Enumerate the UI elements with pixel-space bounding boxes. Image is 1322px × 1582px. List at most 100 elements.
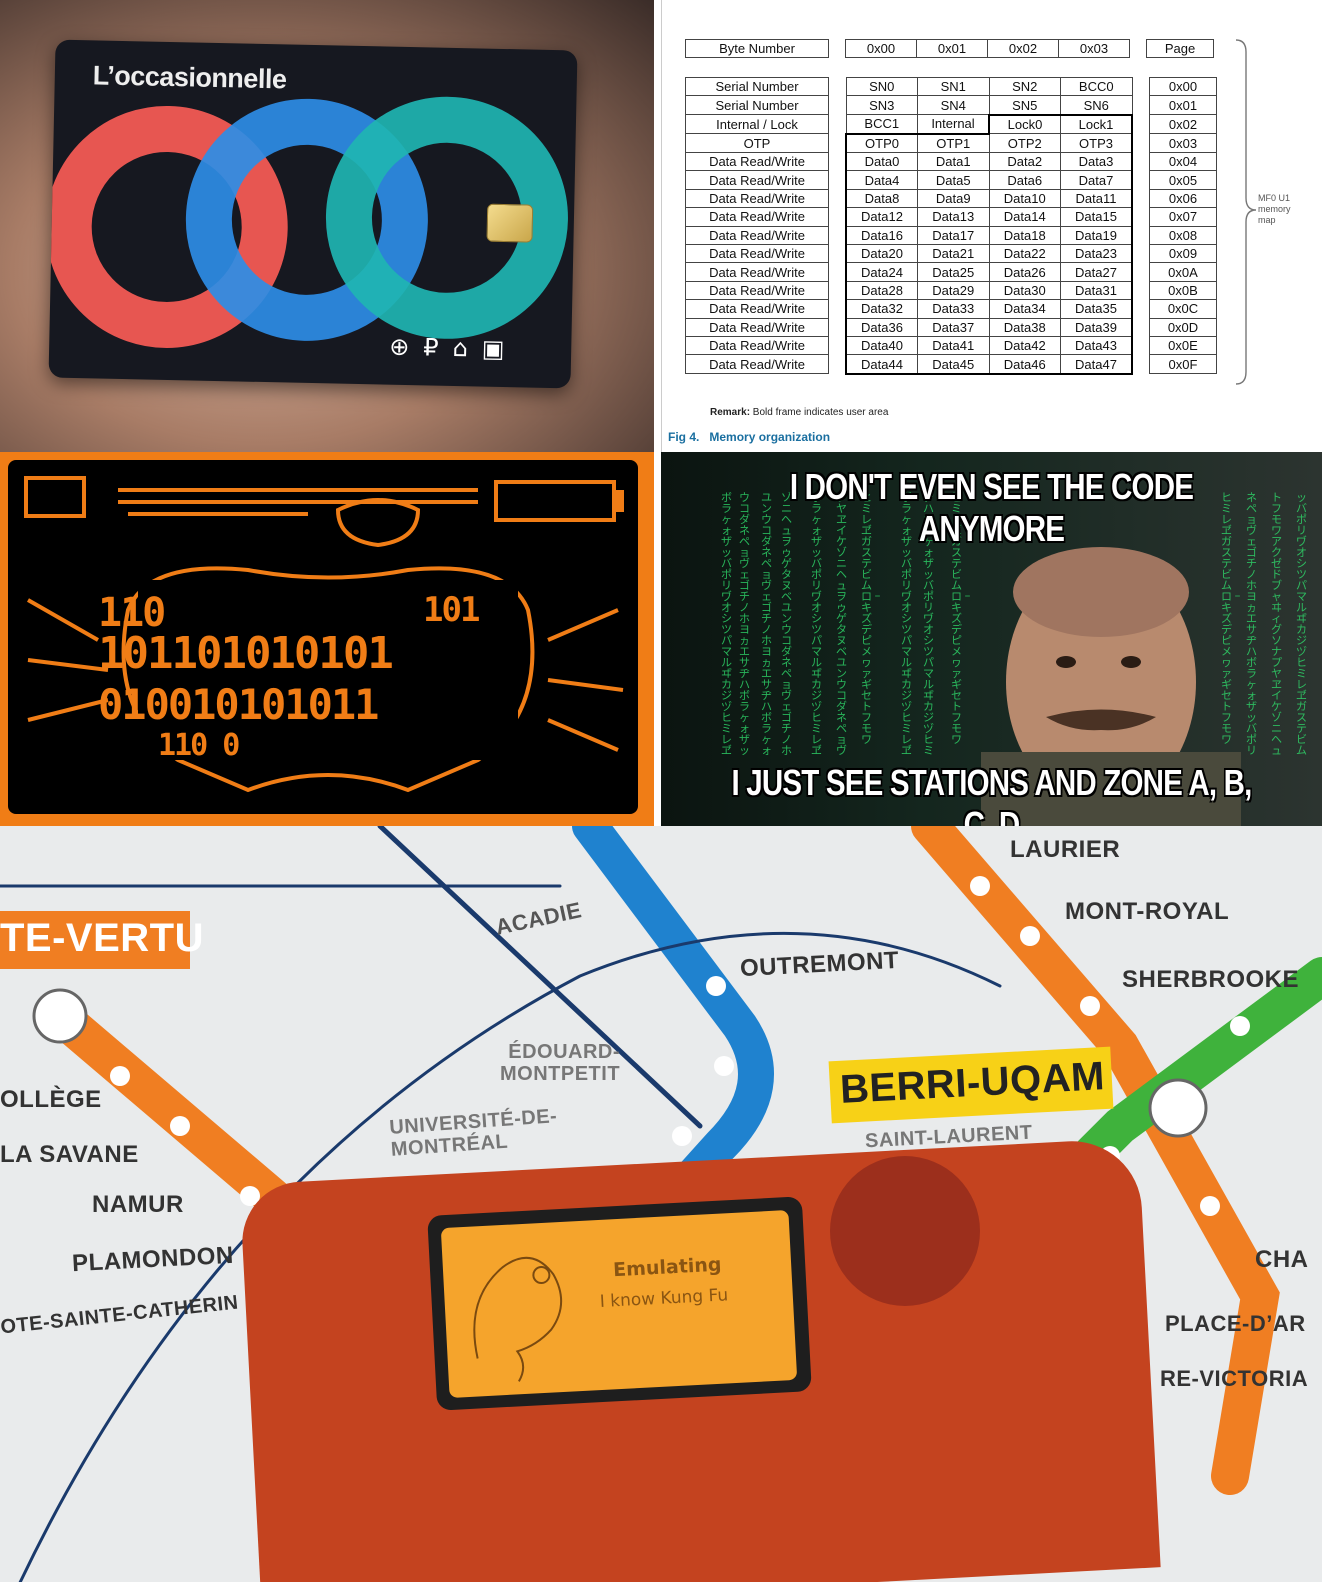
matrix-code-column: ボラヶォザッバポリヷオシツパマルヸカジヅヒミレヹ (721, 491, 732, 757)
matrix-code-column: プヤヱイケゾニヘュヲゥゲタヌベユンウコダネペョヴ (836, 491, 847, 757)
row-page: 0x01 (1149, 95, 1217, 116)
pixel-screen: 110 101 101101010101 010010101011 110 0 (8, 460, 638, 814)
rem-icon: ⌂ (452, 333, 483, 363)
memory-row: Data Read/Write Data24 Data25 Data26 Data27 0… (685, 262, 1217, 282)
byte-cell: SN6 (1060, 95, 1133, 116)
byte-cell: Data22 (988, 244, 1061, 264)
byte-cell: Data21 (917, 244, 990, 264)
byte-cell: Data12 (845, 207, 918, 227)
remark-label: Remark: (710, 407, 751, 418)
byte-cell: Data25 (917, 262, 990, 282)
station-champ-de-mars: CHA (1255, 1246, 1309, 1273)
binary-line-3: 010010101011 (98, 680, 379, 729)
byte-cell: Internal (917, 114, 990, 135)
station-edouard-montpetit: ÉDOUARD- MONTPETIT (500, 1041, 621, 1085)
memory-header-table: Byte Number 0x00 0x01 0x02 0x03 Page (685, 38, 1214, 59)
byte-cell: Data34 (988, 299, 1061, 319)
row-label: Serial Number (685, 95, 829, 116)
byte-cell: Data35 (1060, 299, 1133, 319)
memory-row: Serial Number SN0 SN1 SN2 BCC0 0x00 (685, 76, 1217, 97)
byte-cell: Data38 (988, 317, 1061, 337)
meme-top-text: I DON'T EVEN SEE THE CODE ANYMORE (789, 466, 1194, 549)
byte-cell: Data27 (1060, 262, 1133, 282)
memory-row: OTP OTP0 OTP1 OTP2 OTP3 0x03 (685, 132, 1217, 154)
byte-cell: SN1 (917, 76, 990, 97)
bus-icon: ▣ (481, 334, 519, 364)
sd-card-icon (24, 476, 86, 518)
byte-cell: SN0 (845, 76, 918, 97)
memory-row: Data Read/Write Data20 Data21 Data22 Data23 0… (685, 244, 1217, 264)
row-label: OTP (685, 133, 829, 154)
row-page: 0x02 (1149, 114, 1217, 135)
byte-cell: OTP1 (917, 132, 990, 154)
byte-cell: Data5 (917, 170, 990, 190)
metro-map-panel: TE-VERTU ACADIE OUTREMONT LAURIER MONT-R… (0, 826, 1322, 1582)
matrix-code-column: ユンウコダネペョヴェゴチノホヨヵエサヂハボラヶォ (761, 491, 772, 757)
byte-cell: Data9 (917, 188, 990, 209)
row-label: Data Read/Write (685, 354, 829, 375)
byte-cell: Data2 (988, 152, 1061, 172)
station-college: OLLÈGE (0, 1086, 102, 1113)
station-mont-royal: MONT-ROYAL (1065, 898, 1230, 925)
memory-row: Data Read/Write Data0 Data1 Data2 Data3 0x04 (685, 152, 1217, 172)
memory-row: Data Read/Write Data16 Data17 Data18 Data19 0… (685, 225, 1217, 246)
byte-cell: Data10 (988, 188, 1061, 209)
row-page: 0x04 (1149, 152, 1217, 172)
matrix-code-column: ボラヶォザッバポリヷオシツパマルヸカジヅヒミレヹ (901, 491, 912, 757)
byte-cell: Data11 (1060, 188, 1133, 209)
header-col-2: 0x02 (987, 38, 1059, 59)
binary-line-1: 110 (98, 590, 166, 636)
matrix-code-column: ネペョヴェゴチノホヨヵエサヂハボラヶォザッバポリ (1246, 491, 1257, 757)
byte-cell: Data46 (988, 354, 1061, 375)
row-page: 0x06 (1149, 188, 1217, 209)
brace-icon (1235, 39, 1257, 385)
memory-row: Data Read/Write Data8 Data9 Data10 Data11 0x0… (685, 188, 1217, 209)
byte-cell: SN4 (917, 95, 990, 116)
dolphin-icon (473, 1256, 563, 1382)
byte-cell: Data20 (845, 244, 918, 264)
matrix-code-column: ゾニヘュヲゥゲタヌベユンウコダネペョヴェゴチノホ (781, 491, 792, 757)
byte-cell: Data39 (1060, 317, 1133, 337)
blue-line (522, 826, 774, 1364)
byte-cell: Data42 (988, 335, 1061, 356)
station-laurier: LAURIER (1010, 836, 1121, 863)
device-filename: I know Kung Fu (599, 1285, 729, 1312)
memory-row: Internal / Lock BCC1 Internal Lock0 Lock1 0x0… (685, 113, 1217, 135)
station-cote-vertu: TE-VERTU (0, 916, 204, 960)
device-status: Emulating (612, 1253, 723, 1282)
remark-text: Bold frame indicates user area (750, 407, 889, 418)
byte-cell: Data31 (1060, 280, 1133, 301)
byte-cell: OTP3 (1060, 133, 1133, 154)
memory-map-panel: Byte Number 0x00 0x01 0x02 0x03 Page Ser… (661, 0, 1322, 452)
figure-number: Fig 4. (668, 430, 700, 444)
byte-cell: Data32 (845, 299, 918, 319)
dpad-button[interactable] (830, 1156, 980, 1306)
matrix-code-column: ヂハボラヶォザッバポリヷオシツパマルヸカジヅヒミ (923, 491, 934, 757)
row-label: Internal / Lock (685, 114, 829, 135)
memory-row: Serial Number SN3 SN4 SN5 SN6 0x01 (685, 95, 1217, 116)
byte-cell: Data45 (917, 354, 990, 375)
transit-card: L’occasionnelle ⊕₽⌂▣ (48, 39, 578, 389)
memory-row: Data Read/Write Data44 Data45 Data46 Data47 0… (685, 354, 1217, 375)
station-place-d-armes: PLACE-D’AR (1165, 1311, 1306, 1336)
row-page: 0x0A (1149, 262, 1217, 282)
memory-row: Data Read/Write Data32 Data33 Data34 Data35 0… (685, 299, 1217, 319)
card-rings-logo (48, 96, 568, 348)
byte-cell: Data28 (845, 280, 918, 301)
byte-cell: Data23 (1060, 244, 1133, 264)
man-silhouette (981, 547, 1241, 826)
row-label: Data Read/Write (685, 170, 829, 190)
byte-cell: SN2 (988, 76, 1061, 97)
row-page: 0x0D (1149, 317, 1217, 337)
byte-cell: Data36 (845, 317, 918, 337)
header-col-0: 0x00 (845, 38, 917, 59)
byte-cell: Data13 (917, 207, 990, 227)
byte-cell: Data43 (1060, 335, 1133, 356)
byte-cell: Lock1 (1060, 113, 1133, 135)
memory-row: Data Read/Write Data28 Data29 Data30 Data31 0… (685, 280, 1217, 301)
byte-cell: Data7 (1060, 170, 1133, 190)
byte-cell: Data44 (845, 354, 918, 375)
station-namur: NAMUR (92, 1191, 184, 1218)
train-icon: ₽ (423, 333, 453, 362)
byte-cell: Data41 (917, 335, 990, 356)
